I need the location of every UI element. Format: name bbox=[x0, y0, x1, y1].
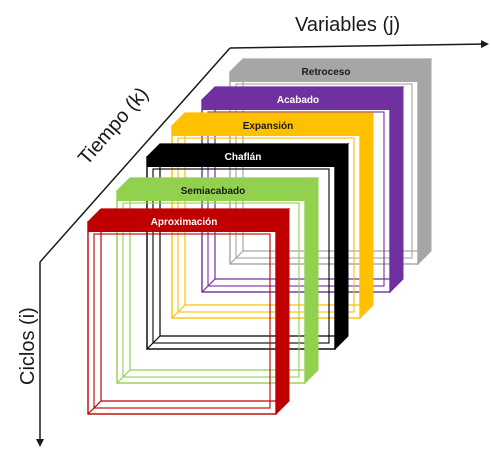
axis-ciclos-label: Ciclos (i) bbox=[17, 307, 39, 385]
axes bbox=[36, 40, 489, 447]
axis-tiempo-line bbox=[39, 47, 231, 263]
slab-label: Acabado bbox=[277, 95, 319, 106]
slab-retroceso: Retroceso bbox=[228, 57, 433, 266]
slab-label: Semiacabado bbox=[181, 186, 245, 197]
slab-semiacabado: Semiacabado bbox=[115, 176, 320, 385]
slab-label: Aproximación bbox=[151, 217, 218, 228]
slab-label: Expansión bbox=[243, 121, 294, 132]
slab-label: Retroceso bbox=[302, 67, 351, 78]
axis-variables-label: Variables (j) bbox=[295, 14, 400, 36]
slab-expansion: Expansión bbox=[170, 111, 375, 320]
slabs-layer: Retroceso Acabado Expansión Chaflán Semiacab… bbox=[86, 57, 433, 416]
slab-label: Chaflán bbox=[225, 152, 262, 163]
slab-aproximacion: Aproximación bbox=[86, 207, 291, 416]
axis-variables-arrow bbox=[229, 40, 489, 49]
axis-tiempo-label: Tiempo (k) bbox=[74, 83, 153, 169]
